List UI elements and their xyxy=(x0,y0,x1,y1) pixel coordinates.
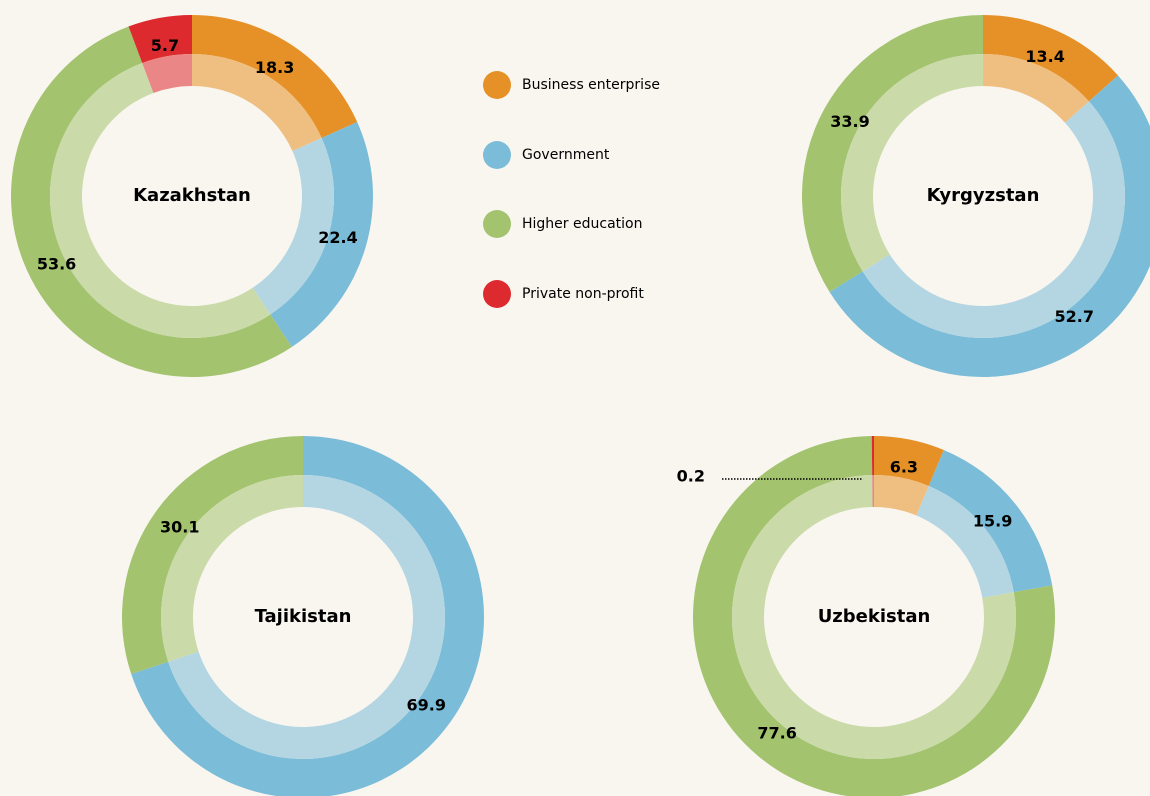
slice-outer xyxy=(983,15,1119,102)
donut-title: Tajikistan xyxy=(255,606,352,627)
legend-label: Higher education xyxy=(522,216,642,232)
slice-outer xyxy=(11,26,292,378)
slice-inner xyxy=(872,475,874,508)
legend-label: Private non-profit xyxy=(522,286,644,302)
value-label: 6.3 xyxy=(890,457,918,476)
slice-inner xyxy=(192,54,322,152)
slice-inner xyxy=(983,54,1089,123)
slice-outer xyxy=(192,15,358,138)
legend-swatch xyxy=(483,210,511,238)
slice-outer xyxy=(829,75,1150,377)
slice-inner xyxy=(874,475,929,516)
slice-inner xyxy=(862,101,1126,339)
value-label: 22.4 xyxy=(318,228,357,247)
slice-inner xyxy=(841,54,983,272)
slice-outer xyxy=(270,122,374,347)
legend-swatch xyxy=(483,141,511,169)
value-label: 33.9 xyxy=(830,112,869,131)
donut-title: Kazakhstan xyxy=(133,185,251,206)
donut-title: Uzbekistan xyxy=(818,606,931,627)
value-label: 77.6 xyxy=(757,724,796,743)
value-label: 53.6 xyxy=(37,255,76,274)
slice-inner xyxy=(916,485,1014,598)
value-label: 52.7 xyxy=(1055,307,1094,326)
value-label: 30.1 xyxy=(160,518,199,537)
value-label: 15.9 xyxy=(973,511,1012,530)
legend-label: Business enterprise xyxy=(522,77,660,93)
slice-outer xyxy=(928,449,1053,593)
slice-outer xyxy=(871,436,874,476)
value-label: 0.2 xyxy=(677,467,705,486)
legend-label: Government xyxy=(522,147,610,163)
slice-inner xyxy=(160,475,303,662)
slice-outer xyxy=(874,436,944,486)
legend-swatch xyxy=(483,280,511,308)
value-label: 69.9 xyxy=(407,695,446,714)
slice-inner xyxy=(252,137,335,315)
slice-outer xyxy=(122,436,303,675)
slice-inner xyxy=(50,63,271,338)
legend-swatch xyxy=(483,71,511,99)
slice-outer xyxy=(128,15,192,64)
value-label: 5.7 xyxy=(151,36,179,55)
slice-outer xyxy=(802,15,983,293)
value-label: 13.4 xyxy=(1025,47,1064,66)
slice-inner xyxy=(142,54,192,93)
donut-title: Kyrgyzstan xyxy=(927,185,1040,206)
value-label: 18.3 xyxy=(255,58,294,77)
